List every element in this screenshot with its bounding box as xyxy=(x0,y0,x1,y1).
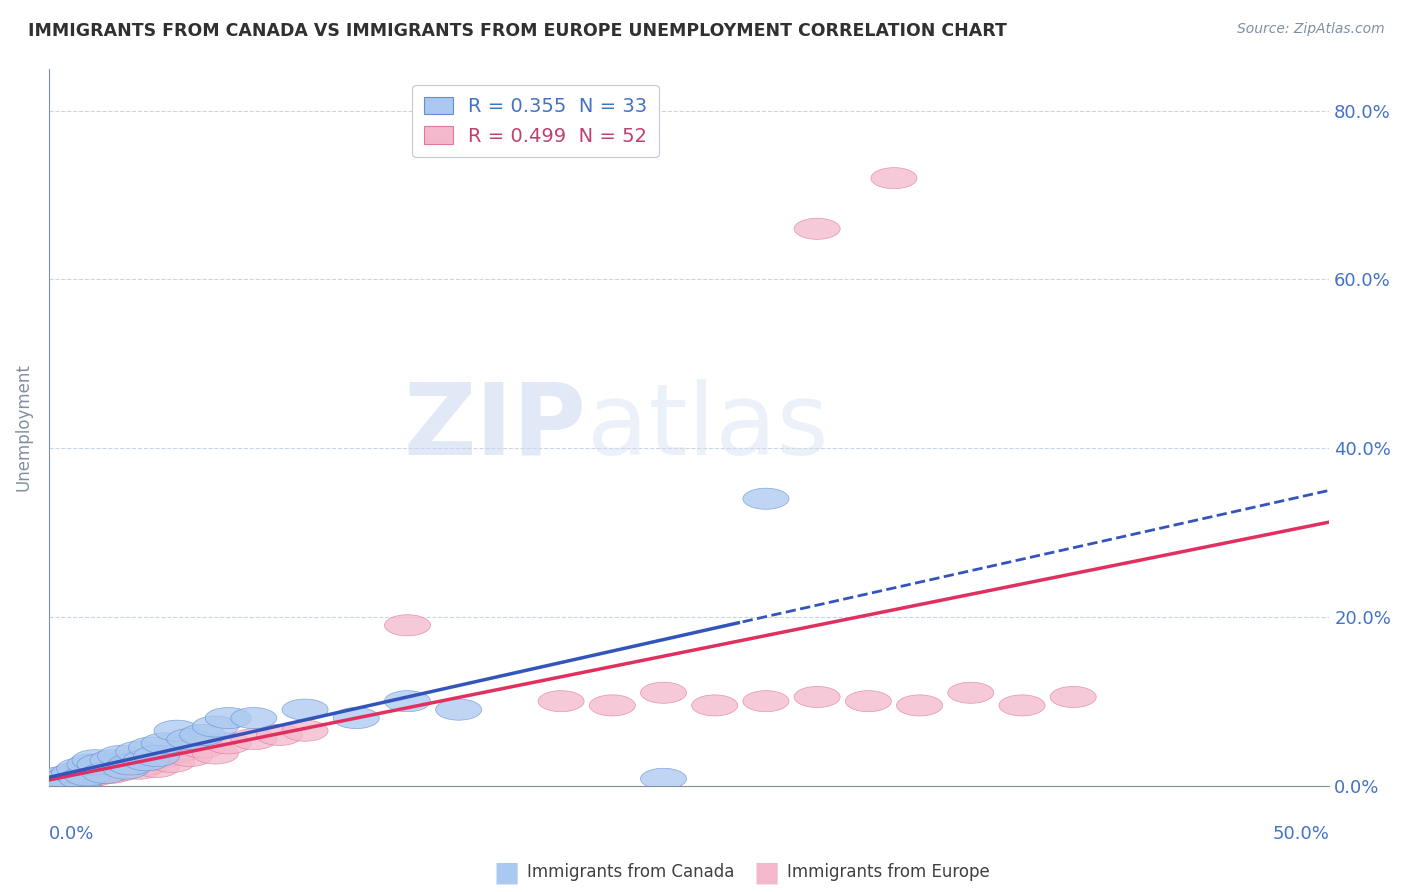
Ellipse shape xyxy=(231,729,277,749)
Text: Source: ZipAtlas.com: Source: ZipAtlas.com xyxy=(1237,22,1385,37)
Ellipse shape xyxy=(231,707,277,729)
Ellipse shape xyxy=(72,764,118,786)
Ellipse shape xyxy=(641,768,686,789)
Ellipse shape xyxy=(41,766,87,788)
Ellipse shape xyxy=(384,615,430,636)
Text: 0.0%: 0.0% xyxy=(49,825,94,843)
Ellipse shape xyxy=(794,219,841,239)
Ellipse shape xyxy=(77,754,124,775)
Ellipse shape xyxy=(1050,687,1097,707)
Ellipse shape xyxy=(283,720,328,741)
Ellipse shape xyxy=(72,749,118,771)
Ellipse shape xyxy=(49,764,96,786)
Ellipse shape xyxy=(641,682,686,703)
Text: 50.0%: 50.0% xyxy=(1272,825,1329,843)
Ellipse shape xyxy=(153,720,200,741)
Ellipse shape xyxy=(283,699,328,720)
Ellipse shape xyxy=(205,733,252,754)
Ellipse shape xyxy=(115,758,162,780)
Ellipse shape xyxy=(115,741,162,763)
Ellipse shape xyxy=(794,687,841,707)
Ellipse shape xyxy=(128,737,174,758)
Ellipse shape xyxy=(44,768,90,789)
Ellipse shape xyxy=(205,707,252,729)
Ellipse shape xyxy=(124,749,169,771)
Ellipse shape xyxy=(90,754,136,775)
Ellipse shape xyxy=(83,763,128,783)
Ellipse shape xyxy=(103,756,149,778)
Ellipse shape xyxy=(44,771,90,792)
Ellipse shape xyxy=(692,695,738,716)
Text: atlas: atlas xyxy=(586,378,828,475)
Ellipse shape xyxy=(149,751,195,772)
Ellipse shape xyxy=(56,768,103,789)
Ellipse shape xyxy=(39,768,84,789)
Ellipse shape xyxy=(845,690,891,712)
Ellipse shape xyxy=(46,772,93,794)
Ellipse shape xyxy=(134,756,180,778)
Ellipse shape xyxy=(97,746,143,766)
Ellipse shape xyxy=(59,764,105,786)
Ellipse shape xyxy=(37,772,83,793)
Ellipse shape xyxy=(897,695,942,716)
Ellipse shape xyxy=(39,766,84,788)
Ellipse shape xyxy=(134,746,180,766)
Ellipse shape xyxy=(34,771,80,792)
Ellipse shape xyxy=(65,764,111,786)
Ellipse shape xyxy=(53,763,100,783)
Ellipse shape xyxy=(193,716,239,737)
Ellipse shape xyxy=(180,724,225,746)
Ellipse shape xyxy=(69,758,115,780)
Ellipse shape xyxy=(998,695,1045,716)
Ellipse shape xyxy=(384,690,430,712)
Text: Immigrants from Europe: Immigrants from Europe xyxy=(787,863,990,881)
Ellipse shape xyxy=(742,690,789,712)
Ellipse shape xyxy=(141,733,187,754)
Ellipse shape xyxy=(948,682,994,703)
Ellipse shape xyxy=(62,760,108,780)
Ellipse shape xyxy=(56,758,103,780)
Ellipse shape xyxy=(256,724,302,746)
Ellipse shape xyxy=(436,699,482,720)
Ellipse shape xyxy=(333,707,380,729)
Ellipse shape xyxy=(870,168,917,189)
Text: ■: ■ xyxy=(494,858,519,887)
Ellipse shape xyxy=(128,749,174,771)
Ellipse shape xyxy=(83,758,128,780)
Ellipse shape xyxy=(31,772,77,794)
Text: IMMIGRANTS FROM CANADA VS IMMIGRANTS FROM EUROPE UNEMPLOYMENT CORRELATION CHART: IMMIGRANTS FROM CANADA VS IMMIGRANTS FRO… xyxy=(28,22,1007,40)
Ellipse shape xyxy=(77,762,124,782)
Ellipse shape xyxy=(90,749,136,771)
Ellipse shape xyxy=(97,760,143,780)
Ellipse shape xyxy=(167,746,212,766)
Ellipse shape xyxy=(59,768,105,789)
Ellipse shape xyxy=(52,763,97,783)
Y-axis label: Unemployment: Unemployment xyxy=(15,363,32,491)
Ellipse shape xyxy=(34,770,80,791)
Ellipse shape xyxy=(108,751,153,772)
Ellipse shape xyxy=(167,729,212,749)
Ellipse shape xyxy=(87,763,134,783)
Ellipse shape xyxy=(153,741,200,763)
Text: ■: ■ xyxy=(754,858,779,887)
Ellipse shape xyxy=(67,764,112,784)
Ellipse shape xyxy=(193,743,239,764)
Ellipse shape xyxy=(180,737,225,758)
Ellipse shape xyxy=(141,746,187,766)
Legend: R = 0.355  N = 33, R = 0.499  N = 52: R = 0.355 N = 33, R = 0.499 N = 52 xyxy=(412,86,659,157)
Ellipse shape xyxy=(538,690,583,712)
Ellipse shape xyxy=(124,754,169,775)
Ellipse shape xyxy=(742,488,789,509)
Ellipse shape xyxy=(589,695,636,716)
Ellipse shape xyxy=(46,768,93,789)
Ellipse shape xyxy=(67,754,112,775)
Ellipse shape xyxy=(52,766,97,788)
Text: ZIP: ZIP xyxy=(404,378,586,475)
Ellipse shape xyxy=(65,766,111,788)
Ellipse shape xyxy=(108,754,153,775)
Ellipse shape xyxy=(103,758,149,780)
Text: Immigrants from Canada: Immigrants from Canada xyxy=(527,863,734,881)
